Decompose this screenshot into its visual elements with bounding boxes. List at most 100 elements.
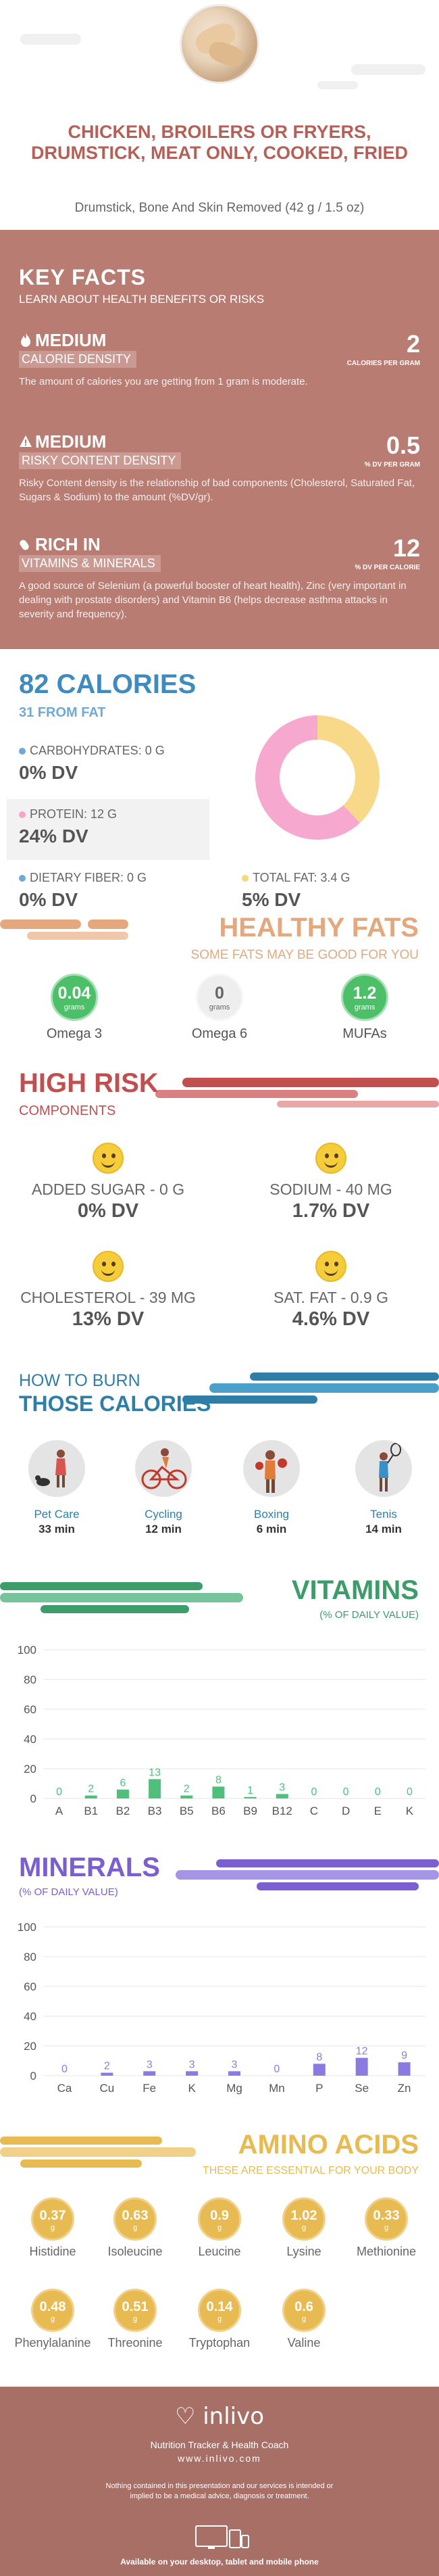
- y-tick-label: 60: [24, 1703, 36, 1716]
- amino-value: 0.51: [122, 2299, 149, 2314]
- macro-fiber: DIETARY FIBER: 0 g 0% DV: [7, 863, 209, 924]
- x-tick-label: Ca: [57, 2082, 72, 2095]
- amino-badge: 0.51 g: [113, 2289, 157, 2332]
- x-tick-label: B5: [180, 1805, 194, 1817]
- risk-label: SAT. FAT - 0.9 g: [274, 1289, 388, 1306]
- y-tick-label: 20: [24, 2040, 36, 2053]
- minerals-bar-chart: 0 20 40 60 80 100 0 Ca 2 Cu 3 Fe 3 K 3 Mg 0 Mn 8 P 12 Se 9 Zn: [18, 1921, 425, 2095]
- amino-name: Tryptophan: [188, 2336, 251, 2350]
- fat-omega-3: 0.04 grams Omega 3: [27, 974, 122, 1042]
- x-tick-label: K: [406, 1805, 414, 1817]
- risk-sat-fat: SAT. FAT - 0.9 g 4.6% DV: [230, 1251, 432, 1331]
- bar-value-label: 8: [316, 2051, 322, 2063]
- amino-value: 0.37: [39, 2208, 66, 2223]
- high-risk-subtitle: COMPONENTS: [19, 1103, 116, 1118]
- healthy-fats-section: HEALTHY FATS SOME FATS MAY BE GOOD FOR Y…: [0, 899, 439, 1062]
- activity-time: 6 min: [256, 1523, 287, 1535]
- legend-dot: [242, 875, 249, 882]
- y-tick-label: 20: [24, 1763, 36, 1775]
- high-risk-section: HIGH RISK COMPONENTS ADDED SUGAR - 0 g 0…: [0, 1062, 439, 1359]
- x-tick-label: D: [342, 1805, 350, 1817]
- key-fact-category: VITAMINS & MINERALS: [22, 556, 155, 570]
- decorative-stripes: [155, 1078, 439, 1107]
- vitamins-title: VITAMINS: [291, 1575, 419, 1605]
- x-tick-label: A: [55, 1805, 63, 1817]
- macro-total-fat: TOTAL FAT: 3.4 g 5% DV: [230, 863, 432, 924]
- fat-badge: 1.2 grams: [341, 974, 388, 1021]
- serving-size: Drumstick, Bone And Skin Removed (42 g /…: [74, 201, 365, 215]
- disclaimer: Nothing contained in this presentation a…: [105, 2482, 334, 2500]
- bar-value-label: 0: [56, 1786, 62, 1798]
- brand-url[interactable]: www.inlivo.com: [178, 2453, 261, 2464]
- amino-value: 0.14: [206, 2299, 233, 2314]
- calories-title: 82 CALORIES: [19, 669, 197, 699]
- amino-value: 0.48: [39, 2299, 66, 2314]
- x-tick-label: B12: [272, 1805, 292, 1817]
- legend-dot: [19, 748, 26, 755]
- cycling-icon: [135, 1440, 192, 1497]
- amino-name: Phenylalanine: [14, 2336, 91, 2350]
- x-tick-label: Se: [355, 2082, 369, 2095]
- x-tick-label: Fe: [143, 2082, 156, 2095]
- macro-dv: 0% DV: [19, 762, 78, 783]
- bar-value-label: 0: [375, 1786, 381, 1798]
- fat-unit: grams: [354, 1003, 376, 1011]
- macro-label: DIETARY FIBER: 0 g: [30, 871, 147, 884]
- key-fact-description: The amount of calories you are getting f…: [19, 376, 308, 387]
- bar-value-label: 13: [149, 1767, 161, 1778]
- x-tick-label: Zn: [398, 2082, 411, 2095]
- activity-name: Boxing: [254, 1508, 289, 1521]
- x-tick-label: K: [188, 2082, 196, 2095]
- dog-walking-icon: [28, 1440, 85, 1497]
- bar-Cu: [101, 2072, 113, 2076]
- fat-name: MUFAs: [342, 1026, 387, 1041]
- y-tick-label: 40: [24, 1733, 36, 1746]
- x-tick-label: C: [310, 1805, 318, 1817]
- key-fact-description: A good source of Selenium (a powerful bo…: [19, 580, 407, 620]
- legend-dot: [19, 875, 26, 882]
- key-fact-value: 12: [392, 534, 420, 562]
- boxing-icon: [243, 1440, 300, 1497]
- donut-slice-protein: [255, 715, 360, 840]
- bar-K: [186, 2071, 199, 2076]
- bar-value-label: 9: [401, 2050, 407, 2061]
- activity-tennis: Tenis 14 min: [343, 1440, 424, 1536]
- key-fact-unit: CALORIES PER GRAM: [346, 360, 420, 367]
- fat-unit: grams: [63, 1003, 85, 1011]
- calories-from-fat: 31 FROM FAT: [19, 705, 106, 720]
- fat-badge: 0 grams: [196, 974, 243, 1021]
- macro-protein: PROTEIN: 12 g 24% DV: [7, 799, 209, 860]
- healthy-fats-title: HEALTHY FATS: [219, 913, 419, 943]
- x-tick-label: E: [374, 1805, 382, 1817]
- y-tick-label: 80: [24, 1673, 36, 1686]
- key-fact-unit: % DV PER GRAM: [364, 461, 420, 469]
- activity-cycling: Cycling 12 min: [123, 1440, 204, 1536]
- macro-label: CARBOHYDRATES: 0 g: [30, 744, 165, 757]
- amino-acids-subtitle: THESE ARE ESSENTIAL FOR YOUR BODY: [202, 2165, 419, 2176]
- bar-B6: [212, 1786, 225, 1798]
- fat-omega-6: 0 grams Omega 6: [172, 974, 267, 1042]
- activity-time: 14 min: [365, 1523, 402, 1535]
- amino-histidine: 0.37 g Histidine: [12, 2197, 93, 2259]
- minerals-subtitle: (% OF DAILY VALUE): [19, 1886, 118, 1898]
- heart-icon: ♡: [174, 2403, 203, 2430]
- decorative-stripes: [176, 1859, 439, 1890]
- amino-leucine: 0.9 g Leucine: [179, 2197, 260, 2259]
- x-tick-label: B9: [243, 1805, 257, 1817]
- amino-acids-section: AMINO ACIDS THESE ARE ESSENTIAL FOR YOUR…: [0, 2123, 439, 2387]
- decorative-cloud: [317, 81, 358, 89]
- bar-Se: [355, 2057, 368, 2076]
- macro-carbohydrates: CARBOHYDRATES: 0 g 0% DV: [7, 736, 209, 796]
- amino-isoleucine: 0.63 g Isoleucine: [95, 2197, 176, 2259]
- y-tick-label: 40: [24, 2010, 36, 2023]
- fat-unit: grams: [209, 1003, 230, 1011]
- vitamins-section: VITAMINS (% OF DAILY VALUE) 0 20 40 60 80 100…: [0, 1569, 439, 1846]
- amino-name: Isoleucine: [107, 2245, 163, 2258]
- risk-cholesterol: CHOLESTEROL - 39 mg 13% DV: [7, 1251, 209, 1331]
- amino-value: 0.9: [210, 2208, 229, 2223]
- amino-unit: g: [384, 2224, 389, 2232]
- amino-threonine: 0.51 g Threonine: [95, 2289, 176, 2350]
- smiley-icon: [93, 1251, 124, 1282]
- key-fact-category: RISKY CONTENT DENSITY: [22, 454, 176, 467]
- key-fact-calorie-density: MEDIUM CALORIE DENSITY 2 CALORIES PER GR…: [19, 330, 420, 389]
